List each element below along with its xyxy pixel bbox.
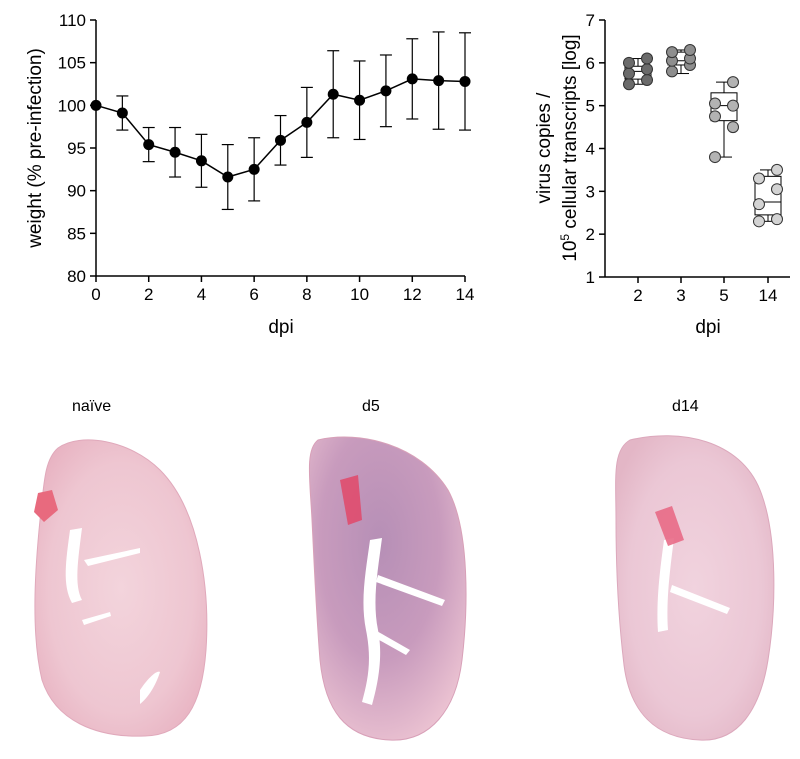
virus-x-tick-label: 14	[759, 286, 778, 305]
weight-y-tick-label: 95	[67, 139, 86, 158]
virus-data-point	[753, 198, 765, 211]
virus-data-point	[771, 163, 783, 176]
virus-data-point	[771, 183, 783, 196]
virus-data-point	[709, 151, 721, 164]
virus-data-point	[727, 76, 739, 89]
virus-ylabel-line1: virus copies /	[534, 92, 555, 204]
virus-data-point	[753, 172, 765, 185]
virus-data-point	[623, 56, 635, 69]
panel-label-naive: naïve	[72, 398, 112, 415]
weight-x-tick-label: 2	[144, 285, 153, 304]
virus-data-point	[641, 52, 653, 65]
virus-ylabel-pre: 10	[560, 241, 581, 262]
weight-y-tick-label: 110	[59, 11, 86, 30]
virus-y-tick-label: 5	[586, 97, 595, 116]
weight-data-point	[275, 134, 286, 146]
weight-ylabel: weight (% pre-infection)	[25, 48, 46, 249]
virus-x-tick-label: 5	[719, 286, 728, 305]
virus-y-tick-label: 6	[586, 54, 595, 73]
virus-data-point	[684, 43, 696, 56]
virus-y-tick-label: 3	[586, 182, 595, 201]
weight-y-tick-label: 85	[67, 224, 86, 243]
virus-x-tick-label: 2	[633, 286, 642, 305]
weight-data-point	[380, 85, 392, 97]
virus-x-tick-label: 3	[676, 286, 685, 305]
virus-chart: 1 2 3 4 5 6 7 2 3 5 14	[586, 11, 790, 305]
weight-xlabel: dpi	[268, 317, 293, 338]
virus-data-point	[641, 73, 653, 86]
weight-data-point	[406, 73, 418, 85]
weight-x-tick-label: 8	[302, 285, 311, 304]
panel-label-d14: d14	[672, 398, 699, 415]
weight-x-tick-label: 4	[197, 285, 206, 304]
weight-data-point	[195, 155, 207, 167]
weight-x-tick-label: 12	[403, 285, 422, 304]
virus-data-point	[666, 65, 678, 78]
virus-data-point	[753, 215, 765, 228]
virus-xlabel: dpi	[695, 317, 720, 338]
weight-y-tick-label: 100	[58, 96, 86, 115]
virus-data-point	[709, 110, 721, 123]
weight-x-tick-label: 14	[456, 285, 475, 304]
virus-data-point	[623, 78, 635, 91]
virus-data-point	[641, 63, 653, 76]
virus-y-tick-label: 1	[586, 268, 595, 287]
virus-ylabel-sup: 5	[558, 234, 572, 241]
weight-data-point	[459, 75, 471, 87]
virus-data-point	[727, 99, 739, 112]
panel-label-d5: d5	[362, 398, 380, 415]
virus-y-tick-label: 2	[586, 225, 595, 244]
lung-section-d14	[615, 435, 775, 741]
virus-data-point	[623, 67, 635, 80]
weight-data-point	[143, 139, 155, 151]
weight-data-point	[327, 88, 339, 100]
virus-data-point	[727, 121, 739, 134]
weight-data-point	[354, 94, 366, 106]
weight-data-point	[222, 171, 234, 183]
weight-y-tick-label: 80	[67, 267, 86, 286]
weight-x-tick-label: 6	[249, 285, 258, 304]
weight-data-point	[433, 75, 445, 87]
virus-data-point	[771, 213, 783, 226]
weight-data-point	[116, 107, 128, 119]
virus-data-point	[709, 97, 721, 110]
virus-ylabel-post: cellular transcripts [log]	[560, 34, 581, 234]
virus-ylabel-line2: 105 cellular transcripts [log]	[558, 34, 581, 261]
lung-section-d5	[308, 436, 467, 741]
virus-data-point	[666, 46, 678, 59]
weight-y-tick-label: 90	[67, 182, 86, 201]
weight-data-point	[169, 146, 181, 158]
weight-y-tick-label: 105	[58, 54, 86, 73]
virus-y-tick-label: 7	[586, 11, 595, 30]
virus-y-tick-label: 4	[586, 140, 595, 159]
weight-data-point	[248, 163, 260, 175]
weight-x-tick-label: 10	[350, 285, 369, 304]
weight-x-tick-label: 0	[91, 285, 100, 304]
weight-data-point	[301, 116, 313, 128]
weight-data-point	[90, 99, 102, 111]
lung-section-naive	[34, 439, 208, 737]
